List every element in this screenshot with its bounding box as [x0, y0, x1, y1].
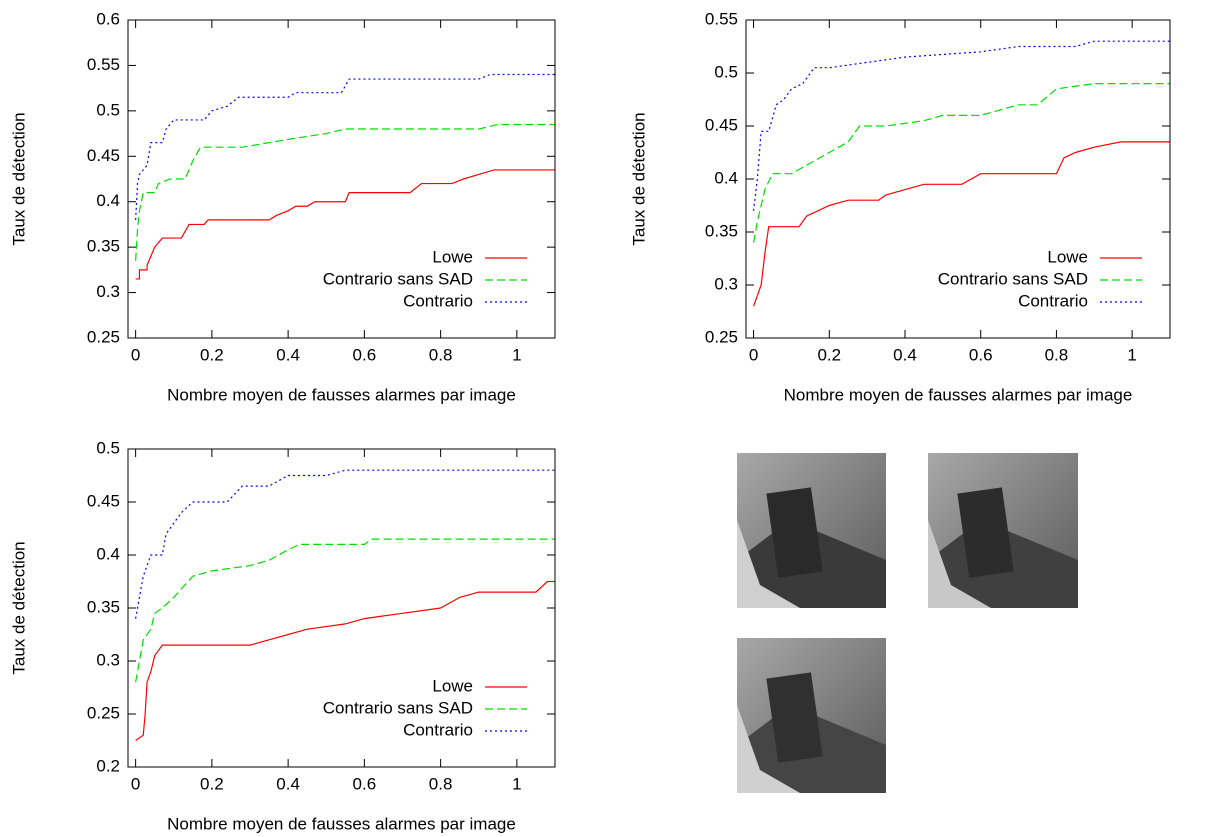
legend-label: Lowe — [1047, 247, 1088, 266]
photo — [737, 638, 886, 793]
y-tick-label: 0.6 — [96, 9, 120, 28]
x-tick-label: 1 — [512, 774, 521, 793]
y-tick-label: 0.4 — [714, 168, 738, 187]
series-line — [135, 469, 555, 619]
y-tick-label: 0.5 — [714, 62, 738, 81]
x-tick-label: 0 — [131, 774, 140, 793]
y-axis-label: Taux de détection — [9, 541, 28, 674]
legend-label: Contrario sans SAD — [323, 698, 473, 717]
x-tick-label: 0.6 — [353, 345, 377, 364]
series-line — [135, 169, 555, 280]
y-tick-label: 0.3 — [714, 274, 738, 293]
legend-label: Lowe — [432, 247, 473, 266]
y-axis-label: Taux de détection — [9, 112, 28, 245]
x-axis-label: Nombre moyen de fausses alarmes par imag… — [167, 814, 516, 833]
x-axis-label: Nombre moyen de fausses alarmes par imag… — [167, 385, 516, 404]
y-tick-label: 0.45 — [87, 491, 120, 510]
plot-frame — [127, 19, 556, 339]
series-line — [135, 538, 555, 683]
x-tick-label: 0.4 — [893, 345, 917, 364]
legend-label: Contrario — [403, 720, 473, 739]
plot-frame — [745, 19, 1171, 339]
series-line — [135, 73, 555, 220]
y-tick-label: 0.45 — [705, 115, 738, 134]
legend-label: Contrario sans SAD — [323, 269, 473, 288]
y-tick-label: 0.55 — [705, 9, 738, 28]
x-tick-label: 0.2 — [200, 345, 224, 364]
y-tick-label: 0.25 — [705, 327, 738, 346]
photo — [737, 453, 886, 608]
y-tick-label: 0.2 — [96, 756, 120, 775]
x-tick-label: 1 — [512, 345, 521, 364]
x-tick-label: 0.2 — [200, 774, 224, 793]
y-axis-label: Taux de détection — [629, 112, 648, 245]
y-tick-label: 0.3 — [96, 650, 120, 669]
y-tick-label: 0.5 — [96, 100, 120, 119]
y-tick-label: 0.35 — [87, 237, 120, 256]
x-axis-label: Nombre moyen de fausses alarmes par imag… — [784, 385, 1133, 404]
series-line — [135, 580, 555, 741]
y-tick-label: 0.25 — [87, 703, 120, 722]
series-line — [135, 123, 555, 261]
x-tick-label: 0.8 — [429, 345, 453, 364]
x-tick-label: 0.6 — [969, 345, 993, 364]
plot-frame — [127, 448, 556, 768]
y-tick-label: 0.4 — [96, 544, 120, 563]
x-tick-label: 0.8 — [429, 774, 453, 793]
y-tick-label: 0.25 — [87, 327, 120, 346]
y-tick-label: 0.55 — [87, 55, 120, 74]
x-tick-label: 0.4 — [276, 774, 300, 793]
series-line — [753, 141, 1170, 307]
y-tick-label: 0.45 — [87, 146, 120, 165]
y-tick-label: 0.5 — [96, 438, 120, 457]
y-tick-label: 0.35 — [705, 221, 738, 240]
x-tick-label: 0.4 — [276, 345, 300, 364]
legend-label: Contrario sans SAD — [938, 269, 1088, 288]
y-tick-label: 0.3 — [96, 282, 120, 301]
x-tick-label: 0 — [749, 345, 758, 364]
y-tick-label: 0.4 — [96, 191, 120, 210]
legend-label: Lowe — [432, 676, 473, 695]
photo — [928, 453, 1078, 608]
x-tick-label: 0.2 — [817, 345, 841, 364]
x-tick-label: 0 — [131, 345, 140, 364]
series-line — [752, 40, 1170, 211]
x-tick-label: 1 — [1127, 345, 1136, 364]
x-tick-label: 0.8 — [1045, 345, 1069, 364]
legend-label: Contrario — [1018, 291, 1088, 310]
legend-label: Contrario — [403, 291, 473, 310]
x-tick-label: 0.6 — [353, 774, 377, 793]
series-line — [752, 83, 1170, 243]
y-tick-label: 0.35 — [87, 597, 120, 616]
